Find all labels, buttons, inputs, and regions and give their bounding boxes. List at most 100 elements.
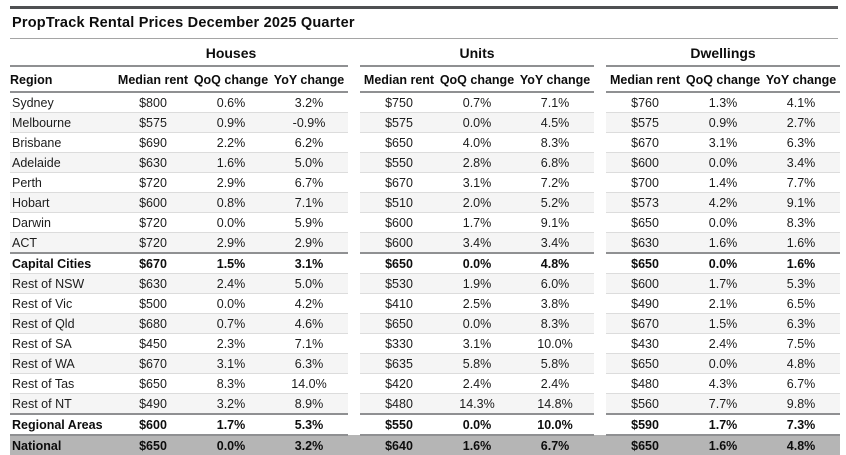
page-title: PropTrack Rental Prices December 2025 Qu… (10, 6, 838, 39)
dwellings-yoy-change-cell: 5.3% (762, 273, 841, 294)
houses-qoq-change-cell: 2.2% (192, 132, 270, 153)
units-median-rent-cell: $650 (360, 252, 438, 274)
dwellings-yoy-change-cell: 6.5% (762, 293, 841, 314)
dwellings-median-rent-cell: $573 (606, 192, 685, 213)
units-yoy-change-cell: 6.8% (516, 152, 595, 173)
units-yoy-change-cell: 3.4% (516, 232, 595, 254)
units-qoq-change-cell: 0.0% (438, 112, 516, 133)
units-median-rent-cell: $330 (360, 333, 438, 354)
units-median-rent-cell: $635 (360, 353, 438, 374)
table-row: Melbourne $575 0.9% -0.9% $575 0.0% 4.5% $575 0.… (10, 112, 841, 133)
houses-yoy-change-cell: 4.2% (270, 293, 348, 314)
houses-qoq-change-cell: 0.0% (192, 293, 270, 314)
group-gap (594, 113, 606, 133)
table-row: Brisbane $690 2.2% 6.2% $650 4.0% 8.3% $670 3.1%… (10, 132, 841, 153)
units-yoy-change-cell: 8.3% (516, 313, 595, 334)
units-median-rent-cell: $420 (360, 373, 438, 394)
units-yoy-change-cell: 6.0% (516, 273, 595, 294)
group-gap (348, 435, 360, 455)
table-row: Hobart $600 0.8% 7.1% $510 2.0% 5.2% $573 4.2% 9.… (10, 192, 841, 213)
dwellings-yoy-change-cell: 6.3% (762, 132, 841, 153)
table-row: Adelaide $630 1.6% 5.0% $550 2.8% 6.8% $600 0.0%… (10, 152, 841, 173)
houses-qoq-change-cell: 3.2% (192, 393, 270, 415)
dwellings-median-rent-cell: $760 (606, 92, 685, 113)
region-cell: Hobart (10, 192, 114, 213)
dwellings-median-rent-cell: $600 (606, 273, 685, 294)
dwellings-yoy-change-cell: 6.3% (762, 313, 841, 334)
group-gap (594, 193, 606, 213)
group-gap (348, 92, 360, 113)
houses-qoq-change-cell: 3.1% (192, 353, 270, 374)
region-cell: National (10, 434, 114, 455)
region-cell: Brisbane (10, 132, 114, 153)
group-gap (348, 334, 360, 354)
region-cell: Sydney (10, 92, 114, 113)
group-gap (594, 133, 606, 153)
dwellings-median-rent-cell: $430 (606, 333, 685, 354)
units-qoq-change-cell: 0.0% (438, 313, 516, 334)
dwellings-qoq-change-cell: 1.6% (684, 434, 763, 455)
dwellings-median-rent-cell: $480 (606, 373, 685, 394)
units-qoq-change-cell: 0.0% (438, 252, 516, 274)
column-header-region: Region (10, 66, 114, 93)
table-row: Rest of WA $670 3.1% 6.3% $635 5.8% 5.8% $650 0.… (10, 353, 841, 374)
units-median-rent-cell: $600 (360, 212, 438, 233)
region-cell: Rest of SA (10, 333, 114, 354)
group-gap (594, 92, 606, 113)
units-qoq-change-cell: 5.8% (438, 353, 516, 374)
group-gap (348, 374, 360, 394)
column-header-yoy-change: YoY change (762, 66, 841, 93)
dwellings-median-rent-cell: $700 (606, 172, 685, 193)
column-header-yoy-change: YoY change (270, 66, 348, 93)
dwellings-median-rent-cell: $490 (606, 293, 685, 314)
group-gap (594, 334, 606, 354)
units-yoy-change-cell: 8.3% (516, 132, 595, 153)
houses-qoq-change-cell: 0.9% (192, 112, 270, 133)
group-gap (348, 314, 360, 334)
dwellings-median-rent-cell: $630 (606, 232, 685, 254)
units-median-rent-cell: $575 (360, 112, 438, 133)
group-gap (348, 213, 360, 233)
houses-yoy-change-cell: 7.1% (270, 192, 348, 213)
dwellings-qoq-change-cell: 1.4% (684, 172, 763, 193)
dwellings-qoq-change-cell: 1.3% (684, 92, 763, 113)
group-gap (348, 233, 360, 254)
houses-qoq-change-cell: 2.4% (192, 273, 270, 294)
units-qoq-change-cell: 2.0% (438, 192, 516, 213)
dwellings-yoy-change-cell: 3.4% (762, 152, 841, 173)
dwellings-qoq-change-cell: 1.5% (684, 313, 763, 334)
houses-yoy-change-cell: 5.0% (270, 273, 348, 294)
houses-qoq-change-cell: 0.0% (192, 434, 270, 455)
houses-median-rent-cell: $490 (114, 393, 192, 415)
dwellings-yoy-change-cell: 7.3% (762, 413, 841, 436)
units-median-rent-cell: $410 (360, 293, 438, 314)
table-row: Perth $720 2.9% 6.7% $670 3.1% 7.2% $700 1.4% 7.7… (10, 172, 841, 193)
dwellings-yoy-change-cell: 9.8% (762, 393, 841, 415)
table-row: National $650 0.0% 3.2% $640 1.6% 6.7% $650 1.6%… (10, 434, 841, 455)
group-header-dwellings: Dwellings (606, 39, 841, 67)
region-cell: Rest of Vic (10, 293, 114, 314)
region-cell: ACT (10, 232, 114, 254)
dwellings-yoy-change-cell: 7.5% (762, 333, 841, 354)
group-gap (348, 354, 360, 374)
units-median-rent-cell: $480 (360, 393, 438, 415)
dwellings-yoy-change-cell: 4.1% (762, 92, 841, 113)
units-qoq-change-cell: 2.4% (438, 373, 516, 394)
dwellings-qoq-change-cell: 0.9% (684, 112, 763, 133)
table-row: Rest of NT $490 3.2% 8.9% $480 14.3% 14.8% $560… (10, 393, 841, 415)
group-gap (348, 193, 360, 213)
group-gap (594, 173, 606, 193)
houses-median-rent-cell: $630 (114, 273, 192, 294)
region-cell: Rest of Qld (10, 313, 114, 334)
column-header-median-rent: Median rent (606, 66, 685, 93)
units-median-rent-cell: $510 (360, 192, 438, 213)
dwellings-median-rent-cell: $650 (606, 353, 685, 374)
houses-yoy-change-cell: 5.9% (270, 212, 348, 233)
dwellings-median-rent-cell: $670 (606, 132, 685, 153)
dwellings-qoq-change-cell: 4.3% (684, 373, 763, 394)
dwellings-yoy-change-cell: 8.3% (762, 212, 841, 233)
houses-yoy-change-cell: 7.1% (270, 333, 348, 354)
table-row: Rest of SA $450 2.3% 7.1% $330 3.1% 10.0% $430 2… (10, 333, 841, 354)
houses-qoq-change-cell: 0.7% (192, 313, 270, 334)
group-gap (348, 66, 360, 92)
